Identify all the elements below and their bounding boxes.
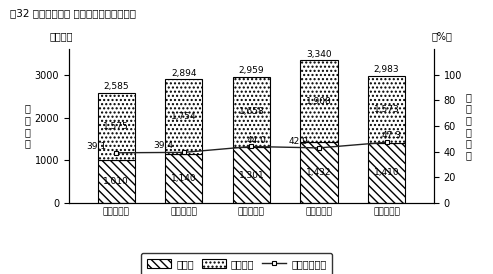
Bar [300,60,338,142]
Text: （万円）: （万円） [49,32,73,41]
Text: 42.9: 42.9 [289,137,309,146]
Bar [368,143,405,203]
Bar [98,160,135,203]
Text: 1,301: 1,301 [239,170,264,179]
Text: 1,908: 1,908 [306,96,332,105]
Bar [165,154,203,203]
Text: 1,410: 1,410 [374,168,399,177]
Text: 問32 住宅購入資金 既存（中古）戸建住宅: 問32 住宅購入資金 既存（中古）戸建住宅 [10,8,136,18]
Text: 2,894: 2,894 [171,69,197,78]
Text: （%）: （%） [431,32,452,41]
Text: 44.0: 44.0 [247,136,267,145]
Text: 1,575: 1,575 [104,122,129,131]
Bar [233,147,270,203]
Text: 1,573: 1,573 [374,105,399,114]
Text: 2,585: 2,585 [104,82,129,91]
Y-axis label: 自
己
資
金
比
率: 自 己 資 金 比 率 [466,92,472,160]
Text: 1,140: 1,140 [171,174,197,183]
Text: 1,010: 1,010 [104,177,129,186]
Text: 2,959: 2,959 [239,66,264,75]
Legend: 借入金, 自己資金, 自己資金比率: 借入金, 自己資金, 自己資金比率 [141,253,332,274]
Text: 39.4: 39.4 [154,141,174,150]
Bar [165,79,203,154]
Text: 3,340: 3,340 [306,50,332,59]
Bar [233,77,270,147]
Bar [300,142,338,203]
Bar [368,76,405,143]
Text: 47.3: 47.3 [382,131,402,140]
Text: 1,754: 1,754 [171,112,197,121]
Text: 39.1: 39.1 [86,142,106,151]
Bar [98,93,135,160]
Text: 1,432: 1,432 [306,168,332,177]
Y-axis label: 購
入
資
金: 購 入 資 金 [25,104,31,149]
Text: 1,658: 1,658 [239,107,264,116]
Text: 2,983: 2,983 [374,65,399,74]
